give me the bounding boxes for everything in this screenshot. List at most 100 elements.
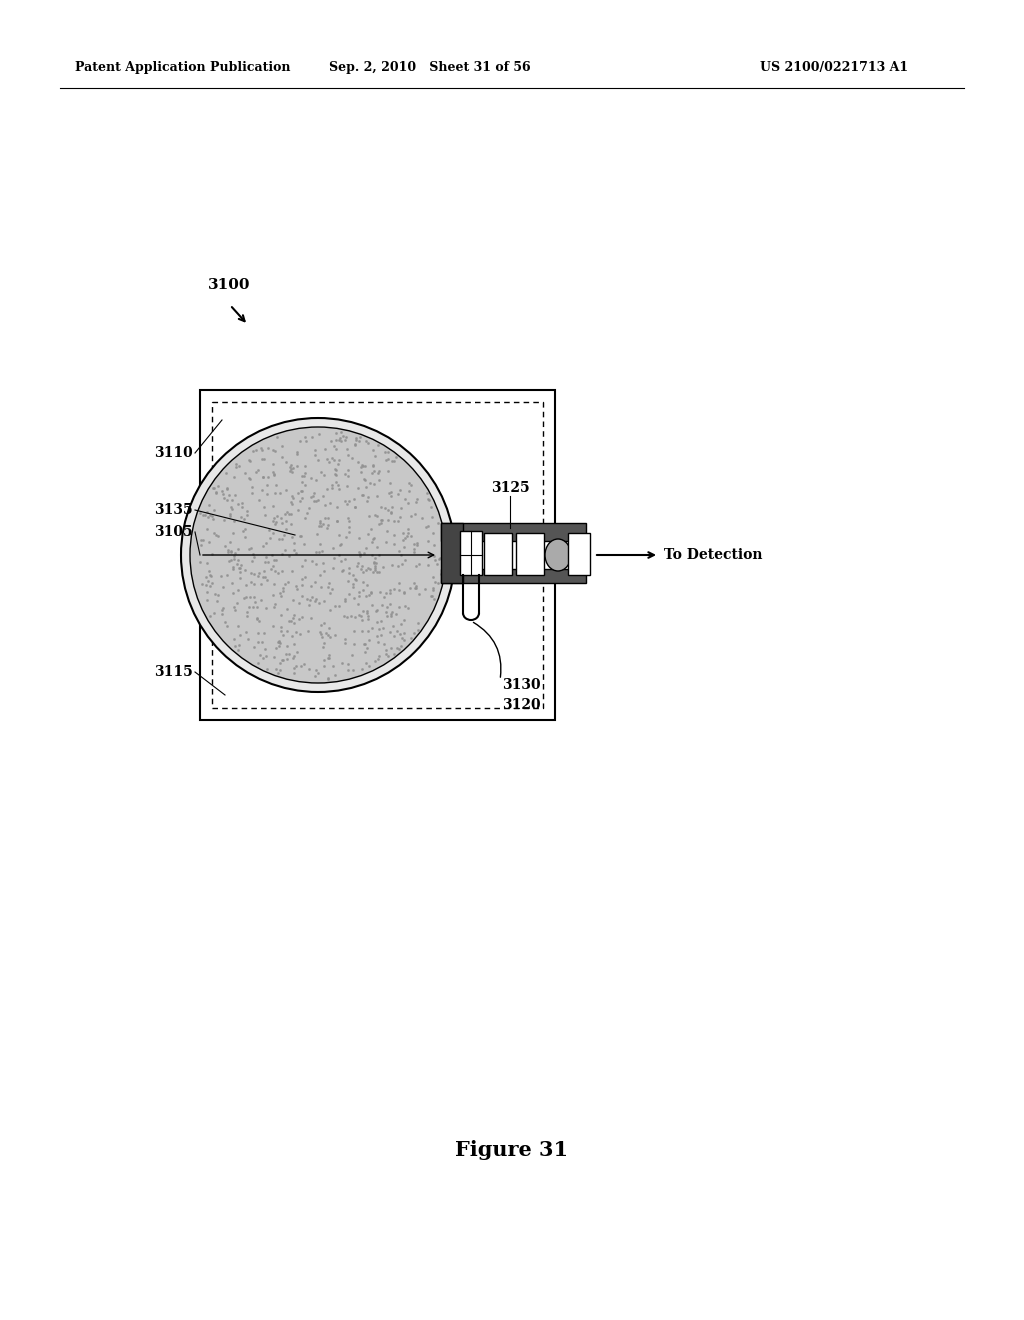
Point	[350, 527, 367, 548]
Point	[268, 659, 285, 680]
Point	[337, 491, 353, 512]
Point	[281, 644, 297, 665]
Point	[360, 558, 377, 579]
Point	[296, 533, 312, 554]
Point	[237, 560, 253, 581]
Point	[265, 462, 282, 483]
Point	[225, 510, 242, 531]
Point	[231, 624, 248, 645]
Point	[225, 557, 242, 578]
Point	[249, 597, 265, 618]
Point	[386, 644, 402, 665]
Point	[227, 457, 244, 478]
Point	[294, 607, 310, 628]
Point	[268, 474, 285, 495]
Point	[353, 620, 370, 642]
Point	[390, 511, 407, 532]
Point	[369, 626, 385, 647]
Point	[245, 440, 261, 461]
Point	[360, 605, 377, 626]
Point	[358, 574, 375, 595]
Point	[258, 474, 274, 495]
Point	[390, 597, 407, 618]
Point	[195, 529, 211, 550]
Point	[373, 496, 389, 517]
Point	[316, 508, 333, 529]
Point	[278, 644, 294, 665]
Point	[217, 611, 233, 632]
Point	[267, 441, 284, 462]
Point	[337, 429, 353, 450]
Point	[340, 507, 356, 528]
Point	[318, 449, 335, 470]
Point	[215, 597, 231, 618]
Point	[213, 565, 229, 586]
Point	[229, 639, 246, 660]
Point	[324, 474, 340, 495]
Point	[265, 585, 282, 606]
Point	[355, 484, 372, 506]
Point	[286, 663, 302, 684]
Point	[224, 573, 241, 594]
Point	[341, 557, 357, 578]
Point	[369, 561, 385, 582]
Point	[353, 609, 370, 630]
Point	[193, 535, 209, 556]
Point	[299, 589, 315, 610]
Point	[294, 465, 310, 486]
Point	[333, 533, 349, 554]
Point	[371, 470, 387, 491]
Point	[366, 474, 382, 495]
Point	[255, 496, 271, 517]
Point	[294, 586, 310, 607]
Point	[357, 469, 374, 490]
Point	[254, 479, 270, 500]
Point	[245, 483, 261, 504]
Point	[392, 498, 409, 519]
Point	[315, 561, 332, 582]
Point	[337, 590, 353, 611]
Point	[256, 560, 272, 581]
Point	[400, 473, 417, 494]
Point	[260, 552, 276, 573]
Point	[364, 616, 380, 638]
Point	[354, 561, 371, 582]
Point	[222, 531, 239, 552]
Point	[362, 581, 379, 602]
Point	[201, 532, 217, 553]
Point	[257, 504, 273, 525]
Point	[391, 479, 408, 500]
Point	[246, 636, 262, 657]
Point	[332, 535, 348, 556]
Point	[206, 499, 222, 520]
Point	[383, 496, 399, 517]
Point	[197, 504, 213, 525]
Point	[303, 576, 319, 597]
Point	[232, 507, 249, 528]
Point	[273, 507, 290, 528]
Point	[315, 513, 332, 535]
Point	[368, 553, 384, 574]
Point	[378, 601, 394, 622]
Point	[390, 556, 407, 577]
Point	[236, 587, 252, 609]
Point	[218, 478, 234, 499]
Point	[383, 502, 399, 523]
Point	[278, 503, 294, 524]
Ellipse shape	[545, 539, 571, 572]
Point	[284, 486, 300, 507]
Point	[339, 492, 355, 513]
Point	[346, 488, 362, 510]
Point	[350, 541, 367, 562]
Point	[319, 576, 336, 597]
Point	[351, 426, 368, 447]
Point	[237, 525, 253, 546]
Point	[200, 552, 216, 573]
Point	[383, 502, 399, 523]
Point	[225, 549, 242, 570]
Point	[293, 525, 309, 546]
Point	[239, 500, 255, 521]
Point	[400, 480, 417, 502]
Point	[223, 541, 240, 562]
Point	[230, 539, 247, 560]
